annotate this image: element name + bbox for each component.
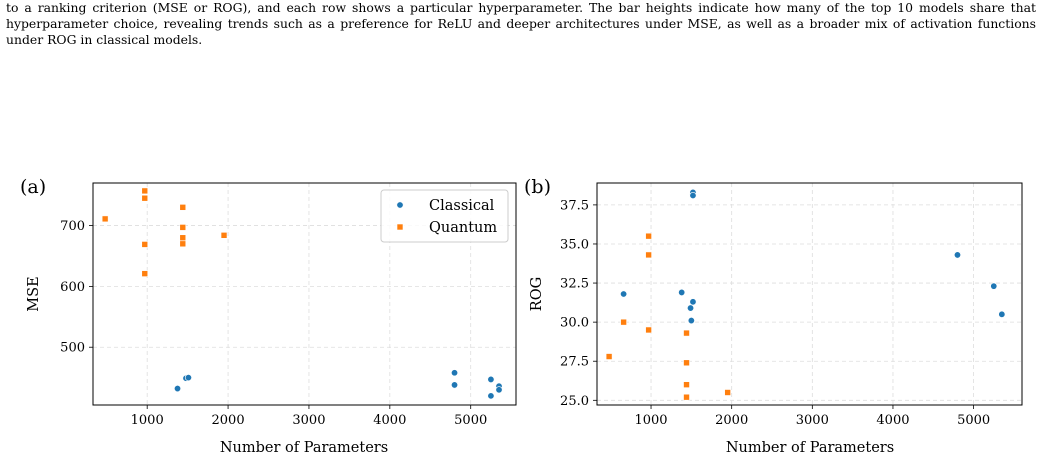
point-classical (620, 290, 628, 298)
legend-classical-marker (396, 201, 404, 209)
panel-b-ylabel: ROG (529, 277, 545, 311)
point-quantum (141, 187, 149, 195)
x-tick-label: 2000 (212, 413, 245, 428)
panel-a-points (101, 187, 503, 400)
point-quantum (683, 359, 690, 367)
y-tick-label: 600 (60, 280, 85, 295)
legend-classical-label: Classical (429, 198, 495, 214)
panel-b-points (605, 188, 1006, 401)
point-classical (678, 288, 686, 296)
x-tick-label: 4000 (373, 413, 406, 428)
legend-quantum-label: Quantum (429, 220, 497, 236)
point-classical (687, 317, 695, 325)
point-classical (689, 298, 697, 306)
point-quantum (605, 353, 613, 360)
legend-box (380, 189, 509, 243)
point-quantum (683, 393, 690, 401)
point-quantum (141, 241, 149, 248)
panel-b-grid (597, 183, 1022, 405)
panel-b-ticks: 1000 2000 3000 4000 5000 25.0 27.5 30.0 32.5 35.0… (560, 198, 990, 428)
point-classical (184, 374, 192, 382)
y-tick-label: 37.5 (560, 198, 589, 213)
x-tick-label: 2000 (715, 413, 748, 428)
point-classical (990, 282, 998, 290)
point-quantum (179, 204, 187, 211)
y-tick-label: 32.5 (560, 277, 589, 292)
point-classical (953, 251, 961, 259)
panel-b-rog: (b) 1000 2000 3000 4000 5000 25.0 27.5 30.0 32.5… (524, 176, 1023, 456)
figure-caption: to a ranking criterion (MSE or ROG), and… (6, 0, 1036, 48)
point-quantum (645, 232, 652, 240)
x-tick-label: 1000 (634, 413, 667, 428)
point-quantum (179, 224, 187, 231)
point-quantum (683, 381, 690, 388)
x-tick-label: 4000 (876, 413, 909, 428)
point-quantum (645, 326, 652, 334)
point-quantum (141, 270, 149, 277)
point-classical (174, 385, 182, 393)
point-quantum (645, 251, 652, 259)
panel-a-frame (92, 182, 517, 406)
panel-a-mse: (a) 1000 2000 3000 4000 5000 500 600 700 Number… (20, 176, 517, 456)
y-tick-label: 25.0 (560, 394, 589, 409)
point-quantum (724, 389, 731, 396)
point-classical (451, 369, 459, 377)
point-classical (495, 386, 503, 394)
panel-a-ylabel: MSE (26, 276, 42, 311)
x-tick-label: 5000 (957, 413, 990, 428)
point-classical (487, 375, 495, 383)
point-quantum (141, 194, 149, 202)
point-classical (451, 381, 459, 389)
y-tick-label: 27.5 (560, 355, 589, 370)
legend: Classical Quantum (380, 189, 509, 243)
caption-text: to a ranking criterion (MSE or ROG), and… (6, 0, 1036, 47)
panel-a-xlabel: Number of Parameters (220, 440, 388, 456)
point-classical (687, 304, 695, 312)
panel-b-frame (596, 182, 1023, 406)
y-tick-label: 35.0 (560, 237, 589, 252)
point-quantum (683, 329, 690, 337)
point-quantum (179, 234, 187, 242)
point-quantum (179, 240, 187, 248)
panel-a-label: (a) (20, 176, 46, 198)
point-classical (487, 392, 495, 400)
panel-b-label: (b) (524, 176, 551, 198)
y-tick-label: 30.0 (560, 316, 589, 331)
y-tick-label: 500 (60, 341, 85, 356)
y-tick-label: 700 (60, 219, 85, 234)
x-tick-label: 1000 (131, 413, 164, 428)
panel-a-ticks: 1000 2000 3000 4000 5000 500 600 700 (60, 219, 487, 428)
x-tick-label: 5000 (454, 413, 487, 428)
point-quantum (101, 215, 109, 223)
point-quantum (220, 232, 228, 239)
point-quantum (620, 318, 627, 326)
x-tick-label: 3000 (796, 413, 829, 428)
point-classical (689, 192, 697, 200)
point-classical (998, 310, 1006, 318)
panel-b-xlabel: Number of Parameters (726, 440, 894, 456)
x-tick-label: 3000 (292, 413, 325, 428)
legend-quantum-marker (396, 223, 404, 231)
